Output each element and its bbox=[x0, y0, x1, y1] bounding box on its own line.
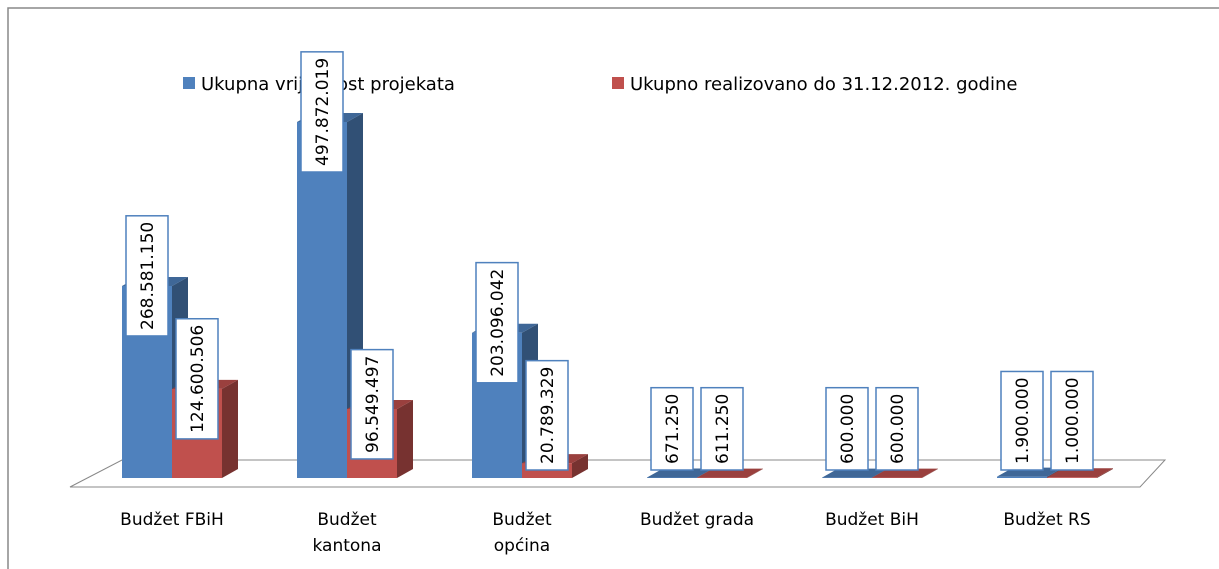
chart-frame bbox=[7, 7, 1219, 569]
data-label: 671.250 bbox=[650, 386, 694, 471]
data-label: 611.250 bbox=[700, 386, 744, 471]
x-tick-label: Budžet grada bbox=[640, 510, 754, 530]
data-label-box bbox=[175, 317, 219, 440]
legend-swatch bbox=[183, 77, 195, 89]
data-label-box bbox=[350, 348, 394, 460]
data-label-text: 600.000 bbox=[888, 394, 908, 464]
legend-swatch bbox=[612, 77, 624, 89]
data-label: 268.581.150 bbox=[125, 215, 169, 337]
data-label: 1.000.000 bbox=[1050, 370, 1094, 471]
x-tick-label: Budžet općina bbox=[492, 510, 552, 556]
data-label-text: 268.581.150 bbox=[138, 222, 158, 330]
data-label: 1.900.000 bbox=[1000, 370, 1044, 471]
bar-top bbox=[697, 468, 763, 478]
data-label-box bbox=[525, 359, 569, 471]
data-label: 600.000 bbox=[825, 386, 869, 471]
data-label-text: 600.000 bbox=[838, 394, 858, 464]
data-label-box bbox=[650, 386, 694, 471]
data-label-text: 124.600.506 bbox=[188, 325, 208, 433]
legend-label: Ukupno realizovano do 31.12.2012. godine bbox=[630, 74, 1017, 95]
data-label-box bbox=[700, 386, 744, 471]
data-label-box bbox=[875, 386, 919, 471]
bar-side bbox=[572, 454, 588, 478]
x-tick-label: Budžet BiH bbox=[825, 510, 919, 530]
data-label-text: 1.000.000 bbox=[1063, 377, 1083, 464]
x-tick-label: Budžet kantona bbox=[313, 510, 382, 556]
x-tick-label: Budžet RS bbox=[1003, 510, 1090, 530]
data-label-box bbox=[1050, 370, 1094, 471]
bar-side bbox=[222, 379, 238, 478]
bar-top bbox=[822, 468, 888, 478]
data-label-text: 96.549.497 bbox=[363, 356, 383, 453]
bar bbox=[872, 468, 938, 478]
bar bbox=[697, 468, 763, 478]
bar-side bbox=[1097, 468, 1113, 478]
data-label-text: 497.872.019 bbox=[313, 58, 333, 166]
data-label: 20.789.329 bbox=[525, 359, 569, 471]
data-label-box bbox=[475, 261, 519, 384]
data-label-box bbox=[300, 51, 344, 173]
bar-front bbox=[297, 122, 347, 478]
data-label: 600.000 bbox=[875, 386, 919, 471]
data-label-box bbox=[1000, 370, 1044, 471]
data-label-text: 671.250 bbox=[663, 394, 683, 464]
data-label-text: 611.250 bbox=[713, 394, 733, 464]
bar-side bbox=[922, 468, 938, 478]
bar-top bbox=[647, 468, 713, 478]
data-label: 497.872.019 bbox=[300, 51, 344, 173]
bar-side bbox=[747, 468, 763, 478]
data-label-text: 203.096.042 bbox=[488, 269, 508, 377]
data-label-box bbox=[125, 215, 169, 337]
bar-side bbox=[397, 399, 413, 478]
data-label-text: 1.900.000 bbox=[1013, 377, 1033, 464]
data-label: 124.600.506 bbox=[175, 317, 219, 440]
x-tick-label: Budžet FBiH bbox=[120, 510, 224, 530]
data-label: 96.549.497 bbox=[350, 348, 394, 460]
data-label-text: 20.789.329 bbox=[538, 367, 558, 464]
bar-top bbox=[872, 468, 938, 478]
bar-front bbox=[1047, 477, 1097, 478]
data-label-box bbox=[825, 386, 869, 471]
bar-front bbox=[997, 476, 1047, 478]
data-label: 203.096.042 bbox=[475, 261, 519, 384]
